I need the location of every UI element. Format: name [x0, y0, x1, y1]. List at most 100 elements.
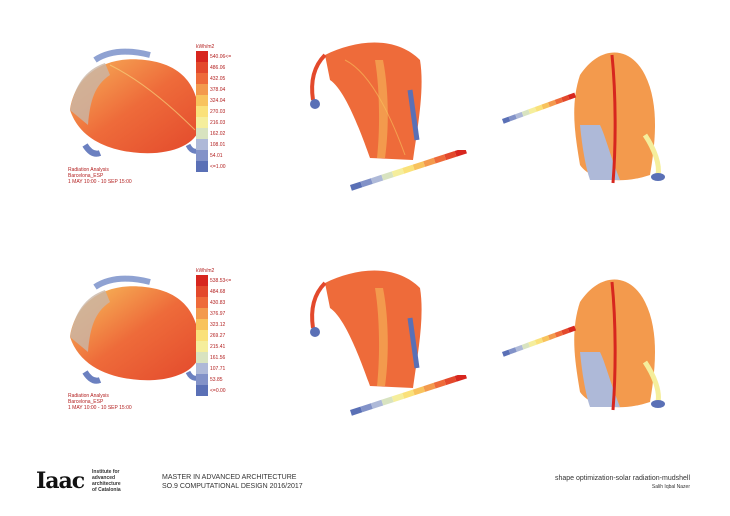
legend-row: 540.06<= [196, 51, 256, 62]
legend-rotated-bottom-right [502, 325, 577, 357]
legend-swatch [391, 393, 405, 403]
legend-row: 162.02 [196, 128, 256, 139]
legend-swatch [561, 328, 570, 336]
legend-swatch [370, 174, 384, 184]
legend-row: <=0.00 [196, 385, 256, 396]
caption-location: Barcelona_ESP [68, 399, 104, 405]
legend-swatch [196, 150, 208, 161]
legend-swatch [196, 275, 208, 286]
institute-line: Institute for [92, 469, 120, 475]
legend-swatch [433, 379, 447, 389]
legend-row: 161.56 [196, 352, 256, 363]
legend-swatch [515, 344, 524, 352]
legend-swatch [381, 171, 394, 181]
shell-front-render-top [574, 52, 665, 184]
legend-value: 215.41 [210, 343, 226, 350]
legend-swatch [196, 84, 208, 95]
legend-value: 216.03 [210, 119, 226, 126]
legend-swatch [196, 385, 208, 396]
legend-row: 430.83 [196, 297, 256, 308]
legend-value: 108.01 [210, 141, 226, 148]
legend-row: 216.03 [196, 117, 256, 128]
legend-swatch [444, 376, 457, 386]
legend-row: 376.97 [196, 308, 256, 319]
legend-swatch [412, 161, 426, 171]
legend-rotated-top-mid [350, 150, 467, 191]
iaac-logo: Iaac [36, 468, 85, 494]
shell-perspective-render-bottom [70, 275, 205, 384]
author-name: Salih Iqbal Nazer [651, 484, 690, 490]
legend-top: kWh/m2 540.06<= 486.06 432.05 378.04 324.04 2… [196, 44, 256, 172]
legend-swatch [196, 106, 208, 117]
legend-value: <=1.00 [210, 163, 226, 170]
legend-row: 324.04 [196, 95, 256, 106]
caption-period: 1 MAY 10:00 - 10 SEP 15:00 [68, 405, 132, 411]
legend-swatch [548, 332, 557, 340]
legend-swatch [196, 330, 208, 341]
legend-swatch [360, 403, 373, 413]
legend-swatch [561, 95, 570, 103]
legend-row: 538.53<= [196, 275, 256, 286]
legend-row: 269.27 [196, 330, 256, 341]
legend-rotated-top-right [502, 92, 577, 124]
legend-value: 376.97 [210, 310, 226, 317]
legend-value: 486.06 [210, 64, 226, 71]
legend-swatch [196, 95, 208, 106]
legend-swatch [554, 330, 563, 338]
legend-row: 270.03 [196, 106, 256, 117]
caption-title: Radiation Analysis [68, 167, 109, 173]
legend-rotated-bottom-mid [350, 375, 467, 416]
legend-value: 107.71 [210, 365, 226, 372]
legend-swatch [196, 73, 208, 84]
legend-swatch [196, 117, 208, 128]
legend-value: 53.85 [210, 376, 223, 383]
legend-swatch [541, 102, 550, 110]
legend-row: 108.01 [196, 139, 256, 150]
legend-swatch [391, 168, 405, 178]
legend-row: 484.68 [196, 286, 256, 297]
legend-value: 270.03 [210, 108, 226, 115]
legend-bottom: kWh/m2 538.53<= 484.68 430.83 376.97 323.12 2… [196, 268, 256, 396]
legend-swatch [196, 374, 208, 385]
legend-swatch [567, 325, 577, 333]
legend-swatch [567, 92, 577, 100]
legend-row: 54.01 [196, 150, 256, 161]
legend-swatch [423, 382, 436, 392]
legend-swatch [196, 128, 208, 139]
legend-swatch [196, 161, 208, 172]
legend-swatch [360, 178, 373, 188]
legend-swatch [502, 116, 511, 124]
legend-row: 378.04 [196, 84, 256, 95]
legend-swatch [541, 335, 550, 343]
legend-swatch [534, 104, 544, 112]
legend-value: 324.04 [210, 97, 226, 104]
program-title: MASTER IN ADVANCED ARCHITECTURE [162, 474, 297, 481]
legend-swatch [548, 99, 557, 107]
legend-value: <=0.00 [210, 387, 226, 394]
legend-value: 430.83 [210, 299, 226, 306]
legend-swatch [381, 396, 394, 406]
legend-value: 484.68 [210, 288, 226, 295]
legend-swatch [350, 181, 363, 191]
caption-period: 1 MAY 10:00 - 10 SEP 15:00 [68, 179, 132, 185]
institute-line: of Catalonia [92, 487, 121, 493]
legend-swatch [196, 286, 208, 297]
legend-swatch [196, 62, 208, 73]
shell-side-render-top [310, 42, 422, 160]
legend-swatch [515, 111, 524, 119]
legend-unit: kWh/m2 [196, 268, 215, 274]
legend-value: 432.05 [210, 75, 226, 82]
legend-swatch [196, 319, 208, 330]
legend-row: 53.85 [196, 374, 256, 385]
shell-front-render-bottom [574, 279, 665, 411]
shell-perspective-render-top [70, 48, 205, 157]
legend-swatch [508, 114, 517, 122]
legend-swatch [444, 151, 457, 161]
legend-swatch [528, 107, 537, 115]
legend-swatch [412, 386, 426, 396]
legend-swatch [196, 363, 208, 374]
legend-value: 161.56 [210, 354, 226, 361]
legend-swatch [554, 97, 563, 105]
legend-swatch [423, 157, 436, 167]
legend-swatch [508, 347, 517, 355]
